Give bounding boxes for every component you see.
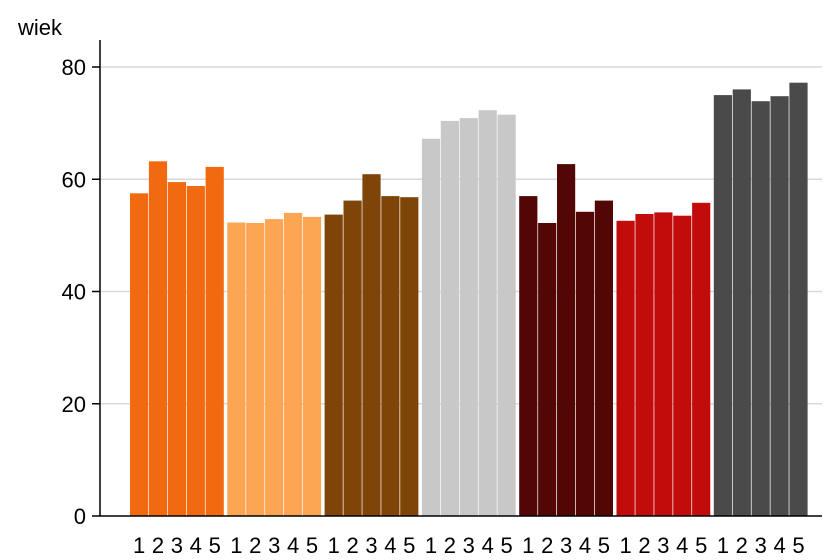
bar-group-4-1 <box>421 138 441 517</box>
bar-group-4-4 <box>478 110 497 516</box>
x-tick-label: 3 <box>171 533 183 558</box>
x-tick-label: 5 <box>792 533 804 558</box>
y-tick-label: 0 <box>74 504 86 529</box>
x-tick-label: 2 <box>638 533 650 558</box>
x-tick-label: 5 <box>403 533 415 558</box>
x-tick-label: 2 <box>444 533 456 558</box>
bar-group-1-3 <box>167 182 186 516</box>
bar-group-5-4 <box>575 211 595 517</box>
bar-group-5-3 <box>557 164 576 516</box>
x-tick-label: 4 <box>773 533 785 558</box>
x-tick-label: 5 <box>695 533 707 558</box>
x-tick-label: 1 <box>425 533 437 558</box>
bar-group-6-5 <box>692 202 711 517</box>
x-tick-label: 3 <box>755 533 767 558</box>
x-tick-label: 5 <box>209 533 221 558</box>
bar-group-3-3 <box>362 174 381 516</box>
bar-group-7-3 <box>751 101 770 516</box>
y-tick-label: 60 <box>62 167 86 192</box>
x-tick-label: 2 <box>541 533 553 558</box>
x-tick-label: 3 <box>560 533 572 558</box>
bar-group-6-4 <box>673 215 692 516</box>
bar-group-2-3 <box>265 219 284 516</box>
bar-group-2-2 <box>246 223 265 516</box>
bar-group-4-5 <box>497 114 516 516</box>
x-tick-label: 2 <box>249 533 261 558</box>
bar-group-4-2 <box>440 120 459 517</box>
x-tick-label: 1 <box>230 533 242 558</box>
x-tick-label: 4 <box>287 533 299 558</box>
x-tick-label: 3 <box>657 533 669 558</box>
bar-group-2-5 <box>302 216 322 516</box>
bar-group-1-1 <box>130 193 149 517</box>
bars <box>130 82 808 517</box>
bar-group-6-2 <box>635 214 654 516</box>
x-tick-label: 1 <box>619 533 631 558</box>
bar-group-3-5 <box>400 197 419 516</box>
x-tick-label: 4 <box>482 533 494 558</box>
y-tick-label: 20 <box>62 392 86 417</box>
bar-group-6-1 <box>616 220 635 517</box>
bar-group-2-1 <box>227 222 246 516</box>
bar-group-3-4 <box>381 196 400 516</box>
bar-group-7-1 <box>713 95 732 516</box>
x-tick-label: 1 <box>522 533 534 558</box>
y-axis-label: wiek <box>17 15 63 40</box>
bar-group-3-1 <box>324 214 343 516</box>
bar-group-5-2 <box>538 223 557 516</box>
x-tick-label: 5 <box>598 533 610 558</box>
bar-group-1-5 <box>205 166 224 516</box>
x-tick-label: 1 <box>717 533 729 558</box>
bar-group-2-4 <box>284 212 303 516</box>
x-tick-label: 2 <box>736 533 748 558</box>
bar-group-1-2 <box>148 161 168 517</box>
x-tick-label: 5 <box>306 533 318 558</box>
x-tick-label: 5 <box>500 533 512 558</box>
x-tick-label: 1 <box>328 533 340 558</box>
x-tick-label: 4 <box>384 533 396 558</box>
x-tick-label: 2 <box>346 533 358 558</box>
x-tick-label: 4 <box>676 533 688 558</box>
bar-group-4-3 <box>459 118 478 516</box>
bar-group-5-1 <box>519 196 538 516</box>
bar-group-7-4 <box>770 96 789 516</box>
x-tick-label: 1 <box>133 533 145 558</box>
bar-group-3-2 <box>343 200 362 516</box>
bar-group-7-5 <box>789 82 808 516</box>
x-tick-label: 2 <box>152 533 164 558</box>
x-tick-label: 4 <box>579 533 591 558</box>
bar-group-7-2 <box>732 89 751 517</box>
x-tick-label: 3 <box>365 533 377 558</box>
x-tick-label: 3 <box>463 533 475 558</box>
y-tick-label: 80 <box>62 55 86 80</box>
bar-group-6-3 <box>654 212 673 516</box>
bar-group-5-5 <box>594 200 613 516</box>
x-tick-label: 4 <box>190 533 202 558</box>
bar-group-1-4 <box>186 186 205 516</box>
x-tick-label: 3 <box>268 533 280 558</box>
y-tick-label: 40 <box>62 280 86 305</box>
y-ticks: 0 20 40 60 80 <box>62 55 100 529</box>
